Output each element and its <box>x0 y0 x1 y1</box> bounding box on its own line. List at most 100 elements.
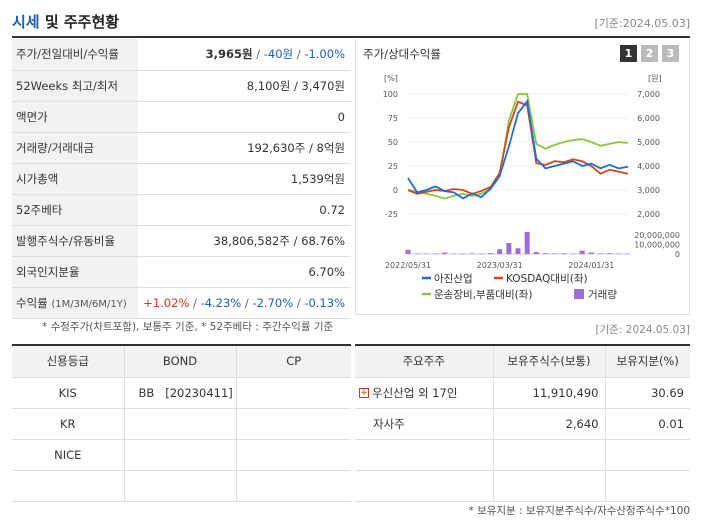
table-row: 발행주식수/유동비율 38,806,582주 / 68.76% <box>12 225 351 257</box>
table-row: + 우신산업 외 17인 11,910,490 30.69 <box>355 377 690 409</box>
col-header-pct: 보유지분(%) <box>604 344 690 378</box>
return-1y: -0.13% <box>304 295 345 310</box>
holder-name: 우신산업 외 17인 <box>372 385 458 400</box>
legend-volume-swatch <box>574 289 584 299</box>
legend-price-label: 아진산업 <box>434 272 473 285</box>
row-label: 52주베타 <box>12 194 138 226</box>
volume-bar <box>570 253 576 255</box>
volume-tick-label: 0 <box>675 250 680 259</box>
title-rest: 및 주주현황 <box>39 13 120 31</box>
pct-cell <box>604 470 690 502</box>
shares-cell <box>492 470 605 502</box>
row-value: 6.70% <box>138 256 351 288</box>
table-row: 자사주 2,640 0.01 <box>355 408 690 440</box>
chart-panel: 주가/상대수익률 1 2 3 [%] [원] 100 75 50 25 0 -25 7,000 6… <box>355 39 690 315</box>
right-tick-label: 6,000 <box>637 114 660 123</box>
expand-icon[interactable]: + <box>359 388 369 398</box>
volume-bar <box>616 253 622 255</box>
volume-bar <box>405 249 411 254</box>
volume-bar <box>533 252 539 254</box>
cp-cell <box>235 408 351 440</box>
price-change-pct: -1.00% <box>304 47 345 62</box>
row-value: 8,100원 / 3,470원 <box>138 70 351 102</box>
chart-tab-3[interactable]: 3 <box>662 45 679 62</box>
table-row: 수익률 (1M/3M/6M/1Y) +1.02% / -4.23% / -2.7… <box>12 287 351 319</box>
separator: / <box>241 295 253 310</box>
cp-cell <box>235 470 351 502</box>
chart-tab-1[interactable]: 1 <box>620 45 637 62</box>
footnote-date: [기준: 2024.05.03] <box>595 324 690 336</box>
volume-bar <box>625 253 631 255</box>
return-3m: -4.23% <box>200 295 242 310</box>
shares-cell <box>492 439 605 471</box>
agency-cell <box>12 470 124 502</box>
left-tick-label: 100 <box>383 90 398 99</box>
left-tick-label: -25 <box>385 210 398 219</box>
price-change: -40원 <box>263 47 294 62</box>
base-date: [기준:2024.05.03] <box>594 17 690 30</box>
left-tick-label: 50 <box>388 138 398 147</box>
price-value: 3,965원 / -40원 / -1.00% <box>138 39 351 71</box>
chart-tab-2[interactable]: 2 <box>641 45 658 62</box>
bond-cell <box>123 470 236 502</box>
volume-bar <box>579 250 585 254</box>
shareholder-table: 주요주주 보유주식수(보통) 보유지분(%) + 우신산업 외 17인 11,91… <box>355 344 690 502</box>
table-row: 거래량/거래대금 192,630주 / 8억원 <box>12 132 351 164</box>
table-row: 액면가 0 <box>12 101 351 133</box>
right-tick-label: 5,000 <box>637 138 660 147</box>
return-6m: -2.70% <box>252 295 294 310</box>
volume-bar <box>515 248 521 254</box>
x-tick-label: 2022/05/31 <box>385 261 431 270</box>
left-tick-label: 25 <box>388 162 398 171</box>
right-tick-label: 3,000 <box>637 186 660 195</box>
returns-value: +1.02% / -4.23% / -2.70% / -0.13% <box>138 287 351 319</box>
col-header-cp: CP <box>235 344 351 378</box>
volume-bar <box>433 253 438 254</box>
volume-bar <box>423 253 429 255</box>
pct-cell <box>604 439 690 471</box>
bond-cell <box>123 408 236 440</box>
volume-bar <box>552 253 558 254</box>
agency-cell: KR <box>12 408 124 440</box>
row-label: 시가총액 <box>12 163 138 195</box>
volume-bar <box>469 253 475 254</box>
table-row <box>355 439 690 471</box>
section-header: 시세 및 주주현황 [기준:2024.05.03] <box>12 8 690 38</box>
pct-cell: 0.01 <box>604 408 690 440</box>
table-row: 52Weeks 최고/최저 8,100원 / 3,470원 <box>12 70 351 102</box>
right-tick-label: 2,000 <box>637 210 660 219</box>
left-tick-label: 0 <box>393 186 398 195</box>
legend-volume-label: 거래량 <box>588 289 617 301</box>
volume-bar <box>451 253 457 255</box>
volume-bar <box>598 253 603 254</box>
return-1m: +1.02% <box>143 295 190 310</box>
table-row: KR <box>12 408 351 440</box>
footnote-quote: * 수정주가(차트포함), 보통주 기준, * 52주베타 : 주간수익률 기준 <box>42 321 334 333</box>
col-header-shares: 보유주식수(보통) <box>492 344 605 378</box>
volume-bar <box>478 253 484 255</box>
volume-bar <box>588 252 594 254</box>
row-label: 외국인지분율 <box>12 256 138 288</box>
bond-cell: BB [20230411] <box>123 377 236 409</box>
volume-bar <box>414 253 420 255</box>
volume-bar <box>488 253 493 254</box>
volume-bar <box>506 242 512 254</box>
table-row: KIS BB [20230411] <box>12 377 351 409</box>
holder-cell[interactable]: + 우신산업 외 17인 <box>355 377 493 409</box>
bond-cell <box>123 439 236 471</box>
current-price: 3,965원 <box>205 47 253 62</box>
credit-rating-table: 신용등급 BOND CP KIS BB [20230411] KR NICE <box>12 344 351 502</box>
table-row: 외국인지분율 6.70% <box>12 256 351 288</box>
agency-cell: KIS <box>12 377 124 409</box>
row-label: 거래량/거래대금 <box>12 132 138 164</box>
holder-cell <box>355 470 493 502</box>
title-highlight: 시세 <box>12 13 40 31</box>
separator: / <box>189 295 201 310</box>
table-header-row: 주요주주 보유주식수(보통) 보유지분(%) <box>355 344 690 378</box>
sector-relative-line <box>407 93 629 200</box>
volume-bar <box>543 253 548 254</box>
table-row: 시가총액 1,539억원 <box>12 163 351 195</box>
pct-cell: 30.69 <box>604 377 690 409</box>
separator: / <box>293 295 305 310</box>
col-header-holder: 주요주주 <box>355 344 493 378</box>
